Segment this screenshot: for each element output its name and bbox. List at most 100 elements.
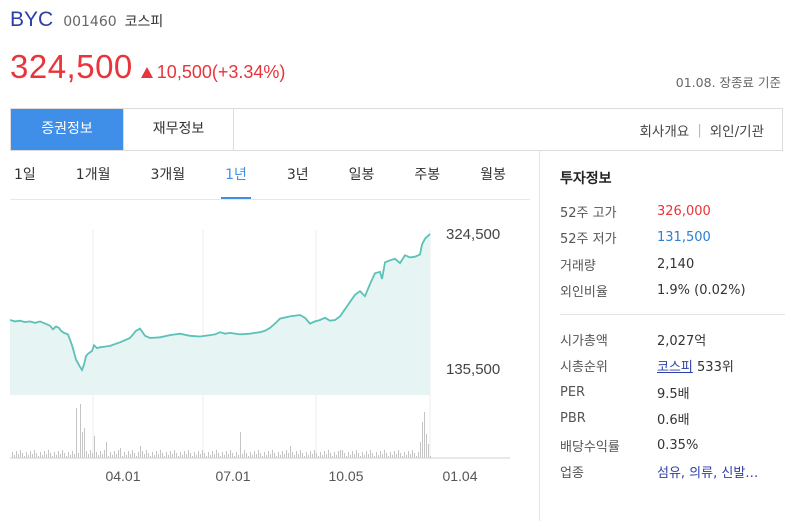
volume-bar: [298, 454, 299, 458]
volume-bar: [368, 454, 369, 458]
volume-bar: [258, 450, 259, 458]
invest-info: 투자정보 52주 고가 326,000 52주 저가 131,500 거래량 2…: [560, 160, 785, 485]
volume-bar: [60, 454, 61, 458]
volume-bar: [238, 455, 239, 458]
volume-bar: [274, 453, 275, 458]
volume-bar: [388, 456, 389, 458]
price-change-value: 10,500(+3.34%): [156, 62, 286, 82]
volume-bar: [50, 453, 51, 458]
volume-bar: [122, 456, 123, 458]
volume-bar: [362, 452, 363, 458]
volume-bar: [404, 452, 405, 458]
period-1d[interactable]: 1일: [14, 167, 36, 183]
price-chart[interactable]: 324,500 135,500 04.01 07.01 10.05 01.04: [10, 200, 530, 520]
volume-bar: [196, 455, 197, 458]
volume-bar: [276, 456, 277, 458]
price-change: 10,500(+3.34%): [140, 62, 286, 83]
company-overview-link[interactable]: 회사개요: [639, 123, 690, 140]
period-underline: [10, 199, 530, 200]
volume-bar: [172, 454, 173, 458]
volume-bar: [230, 450, 231, 458]
volume-bar: [220, 456, 221, 458]
volume-bar: [136, 456, 137, 458]
volume-bar: [418, 452, 419, 458]
info-label: 배당수익률: [560, 439, 620, 455]
tab-securities[interactable]: 증권정보: [11, 109, 124, 150]
volume-bar: [366, 451, 367, 458]
tab-financial[interactable]: 재무정보: [124, 109, 234, 150]
period-daily[interactable]: 일봉: [348, 167, 375, 183]
volume-bar: [290, 446, 291, 458]
invest-info-title: 투자정보: [560, 171, 612, 187]
volume-bar: [350, 455, 351, 458]
volume-bar: [252, 455, 253, 458]
volume-bar: [48, 450, 49, 458]
period-3m[interactable]: 3개월: [150, 167, 186, 183]
volume-bar: [204, 453, 205, 458]
volume-bar: [202, 450, 203, 458]
volume-bar: [142, 451, 143, 458]
volume-bar: [150, 456, 151, 458]
volume-bar: [44, 451, 45, 458]
volume-bar: [46, 454, 47, 458]
volume-bar: [134, 453, 135, 458]
period-1m[interactable]: 1개월: [75, 167, 111, 183]
volume-bar: [28, 455, 29, 458]
volume-bar: [68, 452, 69, 458]
volume-bar: [128, 451, 129, 458]
info-label: 시총순위: [560, 360, 608, 376]
volume-bar: [38, 456, 39, 458]
volume-bar: [102, 454, 103, 458]
volume-bar: [324, 451, 325, 458]
volume-bar: [266, 455, 267, 458]
current-price: 324,500: [10, 48, 133, 85]
volume-bar: [186, 454, 187, 458]
volume-bar: [370, 450, 371, 458]
industry-link[interactable]: 섬유, 의류, 신발…: [657, 466, 759, 482]
volume-bar: [430, 456, 431, 458]
volume-bar: [62, 450, 63, 458]
volume-bar: [18, 454, 19, 458]
volume-bar: [114, 451, 115, 458]
period-1y[interactable]: 1년: [221, 151, 251, 199]
x-tick-label: 10.05: [328, 468, 363, 484]
stock-name-link[interactable]: BYC: [10, 8, 54, 31]
volume-bar: [408, 451, 409, 458]
volume-bar: [394, 451, 395, 458]
volume-bar: [334, 452, 335, 458]
volume-bar: [420, 442, 421, 458]
volume-bar: [374, 456, 375, 458]
volume-bar: [158, 454, 159, 458]
volume-bar: [356, 450, 357, 458]
stock-header: BYC 001460 코스피: [10, 8, 163, 36]
period-weekly[interactable]: 주봉: [414, 167, 441, 183]
period-3y[interactable]: 3년: [286, 167, 309, 183]
volume-bar: [110, 452, 111, 458]
volume-bar: [254, 451, 255, 458]
volume-bar: [80, 404, 81, 458]
info-label: 시가총액: [560, 333, 608, 349]
volume-bar: [396, 454, 397, 458]
volume-bar: [342, 450, 343, 458]
volume-bar: [242, 454, 243, 458]
volume-bar: [296, 451, 297, 458]
volume-bar: [424, 412, 425, 458]
volume-bar: [78, 453, 79, 458]
volume-bar: [16, 451, 17, 458]
volume-bar: [382, 454, 383, 458]
volume-bar: [190, 453, 191, 458]
info-row-cap-rank: 시총순위 코스피 533위: [560, 353, 785, 380]
volume-bar: [422, 422, 423, 458]
volume-bar: [164, 456, 165, 458]
volume-bar: [282, 451, 283, 458]
volume-bar: [372, 453, 373, 458]
period-monthly[interactable]: 월봉: [480, 167, 506, 183]
volume-bar: [108, 456, 109, 458]
period-selector: 1일 1개월 3개월 1년 3년 일봉 주봉 월봉: [10, 151, 510, 199]
market-link[interactable]: 코스피: [657, 360, 693, 376]
info-row-dividend: 배당수익률 0.35%: [560, 432, 785, 459]
volume-bar: [140, 446, 141, 458]
volume-bar: [132, 450, 133, 458]
volume-bar: [120, 448, 121, 458]
foreign-institution-link[interactable]: 외인/기관: [709, 123, 764, 140]
